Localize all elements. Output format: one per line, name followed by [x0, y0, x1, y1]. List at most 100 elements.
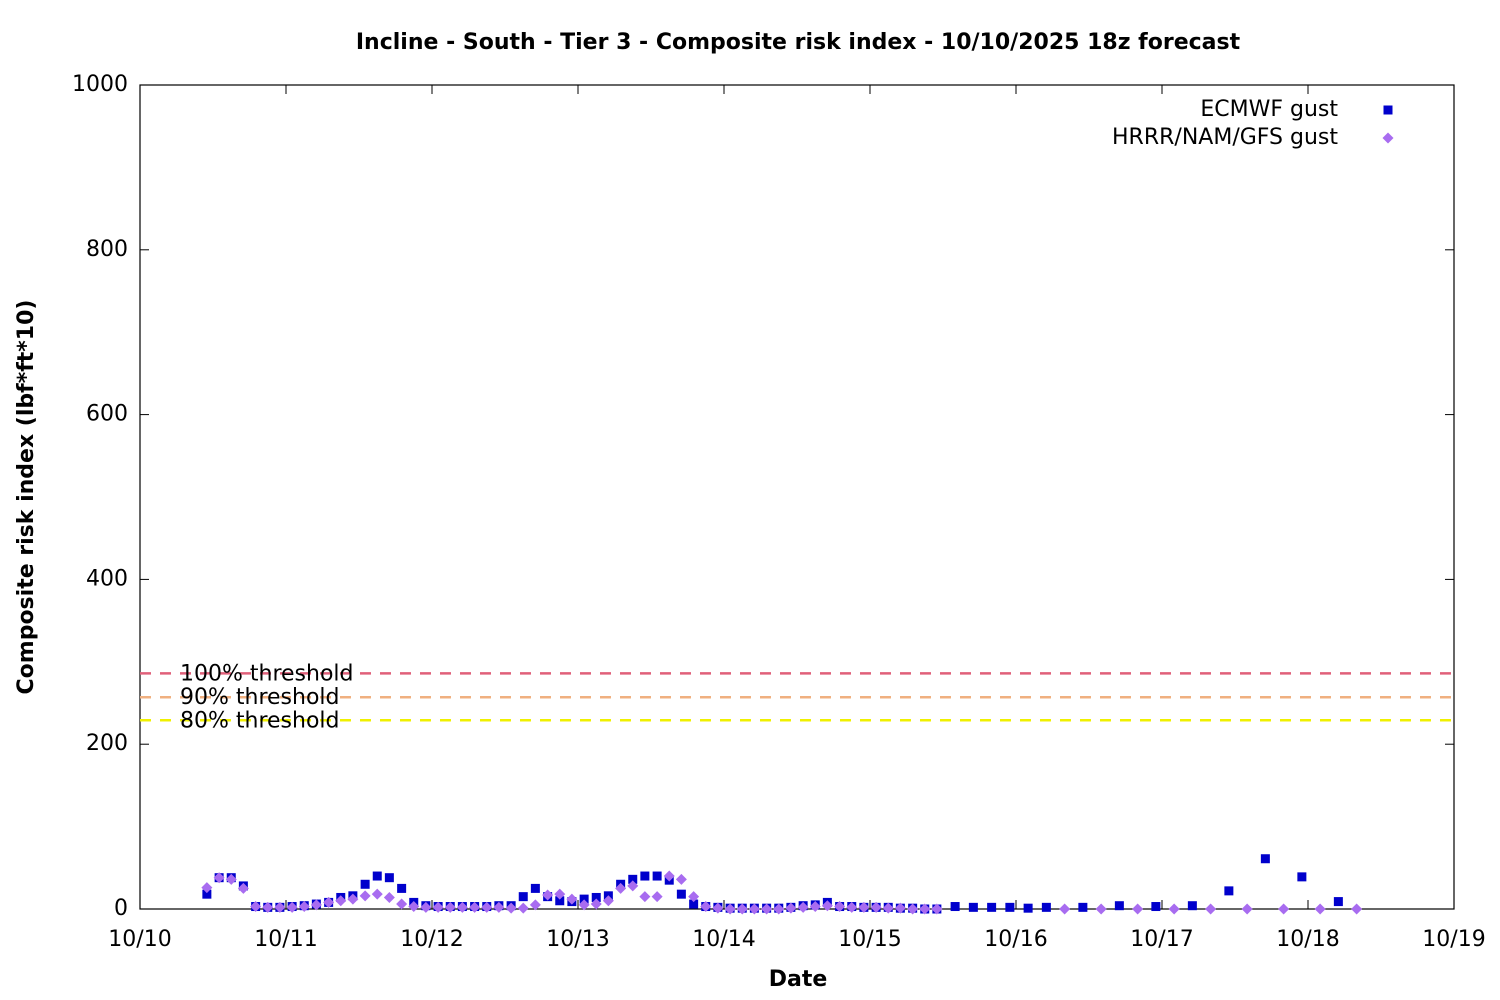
data-point: [237, 882, 249, 894]
data-point: [213, 872, 225, 884]
x-tick-label: 10/19: [1422, 927, 1485, 952]
data-point: [444, 901, 456, 913]
data-point: [493, 901, 505, 913]
data-point: [202, 889, 212, 899]
data-point: [761, 903, 773, 915]
y-tick-label: 600: [86, 402, 128, 427]
data-point: [689, 899, 699, 909]
x-tick-label: 10/13: [546, 927, 609, 952]
data-point: [950, 902, 960, 912]
data-point: [797, 901, 809, 913]
data-point: [1260, 854, 1270, 864]
data-point: [517, 902, 529, 914]
data-point: [542, 889, 554, 901]
x-tick-label: 10/10: [108, 927, 171, 952]
data-point: [640, 871, 650, 881]
x-tick-label: 10/14: [692, 927, 755, 952]
data-point: [628, 874, 638, 884]
data-point: [274, 901, 286, 913]
data-point: [724, 903, 736, 915]
data-point: [1041, 902, 1051, 912]
x-tick-label: 10/16: [984, 927, 1047, 952]
data-point: [987, 902, 997, 912]
data-point: [968, 902, 978, 912]
data-point: [420, 901, 432, 913]
data-point: [688, 891, 700, 903]
data-point: [371, 888, 383, 900]
data-point: [518, 892, 528, 902]
data-point: [1078, 902, 1088, 912]
data-point: [700, 901, 712, 913]
legend-label: ECMWF gust: [1200, 97, 1338, 122]
x-tick-label: 10/15: [838, 927, 901, 952]
data-point: [591, 892, 601, 902]
data-point: [1168, 903, 1180, 915]
data-point: [1114, 901, 1124, 911]
data-point: [250, 901, 262, 913]
data-point: [505, 902, 517, 914]
data-point: [748, 903, 760, 915]
data-point: [397, 883, 407, 893]
data-point: [615, 882, 627, 894]
data-point: [907, 903, 919, 915]
data-point: [566, 893, 578, 905]
data-point: [1005, 902, 1015, 912]
data-point: [1278, 903, 1290, 915]
data-point: [736, 903, 748, 915]
data-point: [676, 889, 686, 899]
data-point: [1351, 903, 1363, 915]
data-point: [1187, 901, 1197, 911]
y-tick-label: 1000: [72, 72, 128, 97]
data-point: [1241, 903, 1253, 915]
data-point: [555, 896, 565, 906]
legend-marker: [1382, 132, 1394, 144]
data-point: [372, 871, 382, 881]
x-axis-title: Date: [769, 967, 828, 992]
data-point: [834, 901, 846, 913]
data-point: [1132, 903, 1144, 915]
data-point: [858, 901, 870, 913]
y-tick-label: 200: [86, 731, 128, 756]
data-point: [882, 902, 894, 914]
data-point: [652, 871, 662, 881]
legend-label: HRRR/NAM/GFS gust: [1112, 125, 1338, 150]
data-point: [1059, 903, 1071, 915]
data-point: [919, 903, 931, 915]
data-point: [627, 880, 639, 892]
data-point: [1151, 902, 1161, 912]
data-point: [773, 903, 785, 915]
data-point: [1205, 903, 1217, 915]
x-tick-label: 10/18: [1276, 927, 1339, 952]
data-point: [298, 901, 310, 913]
data-point: [821, 900, 833, 912]
data-point: [651, 891, 663, 903]
x-tick-label: 10/11: [254, 927, 317, 952]
y-tick-label: 400: [86, 566, 128, 591]
y-tick-label: 800: [86, 237, 128, 262]
x-tick-label: 10/17: [1130, 927, 1193, 952]
data-point: [931, 903, 943, 915]
data-point: [870, 901, 882, 913]
data-point: [225, 873, 237, 885]
y-axis-title: Composite risk index (lbf*ft*10): [14, 300, 39, 695]
data-point: [359, 890, 371, 902]
data-point: [396, 898, 408, 910]
data-point: [602, 895, 614, 907]
data-point: [262, 901, 274, 913]
threshold-label: 80% threshold: [180, 708, 340, 733]
data-point: [639, 891, 651, 903]
data-point: [1023, 903, 1033, 913]
plot-frame: [139, 84, 1455, 910]
data-point: [1333, 897, 1343, 907]
data-point: [554, 888, 566, 900]
data-point: [530, 883, 540, 893]
data-point: [383, 891, 395, 903]
data-point: [894, 902, 906, 914]
data-point: [384, 873, 394, 883]
data-point: [1297, 872, 1307, 882]
data-point: [529, 899, 541, 911]
data-point: [360, 879, 370, 889]
data-point: [809, 901, 821, 913]
data-point: [323, 896, 335, 908]
